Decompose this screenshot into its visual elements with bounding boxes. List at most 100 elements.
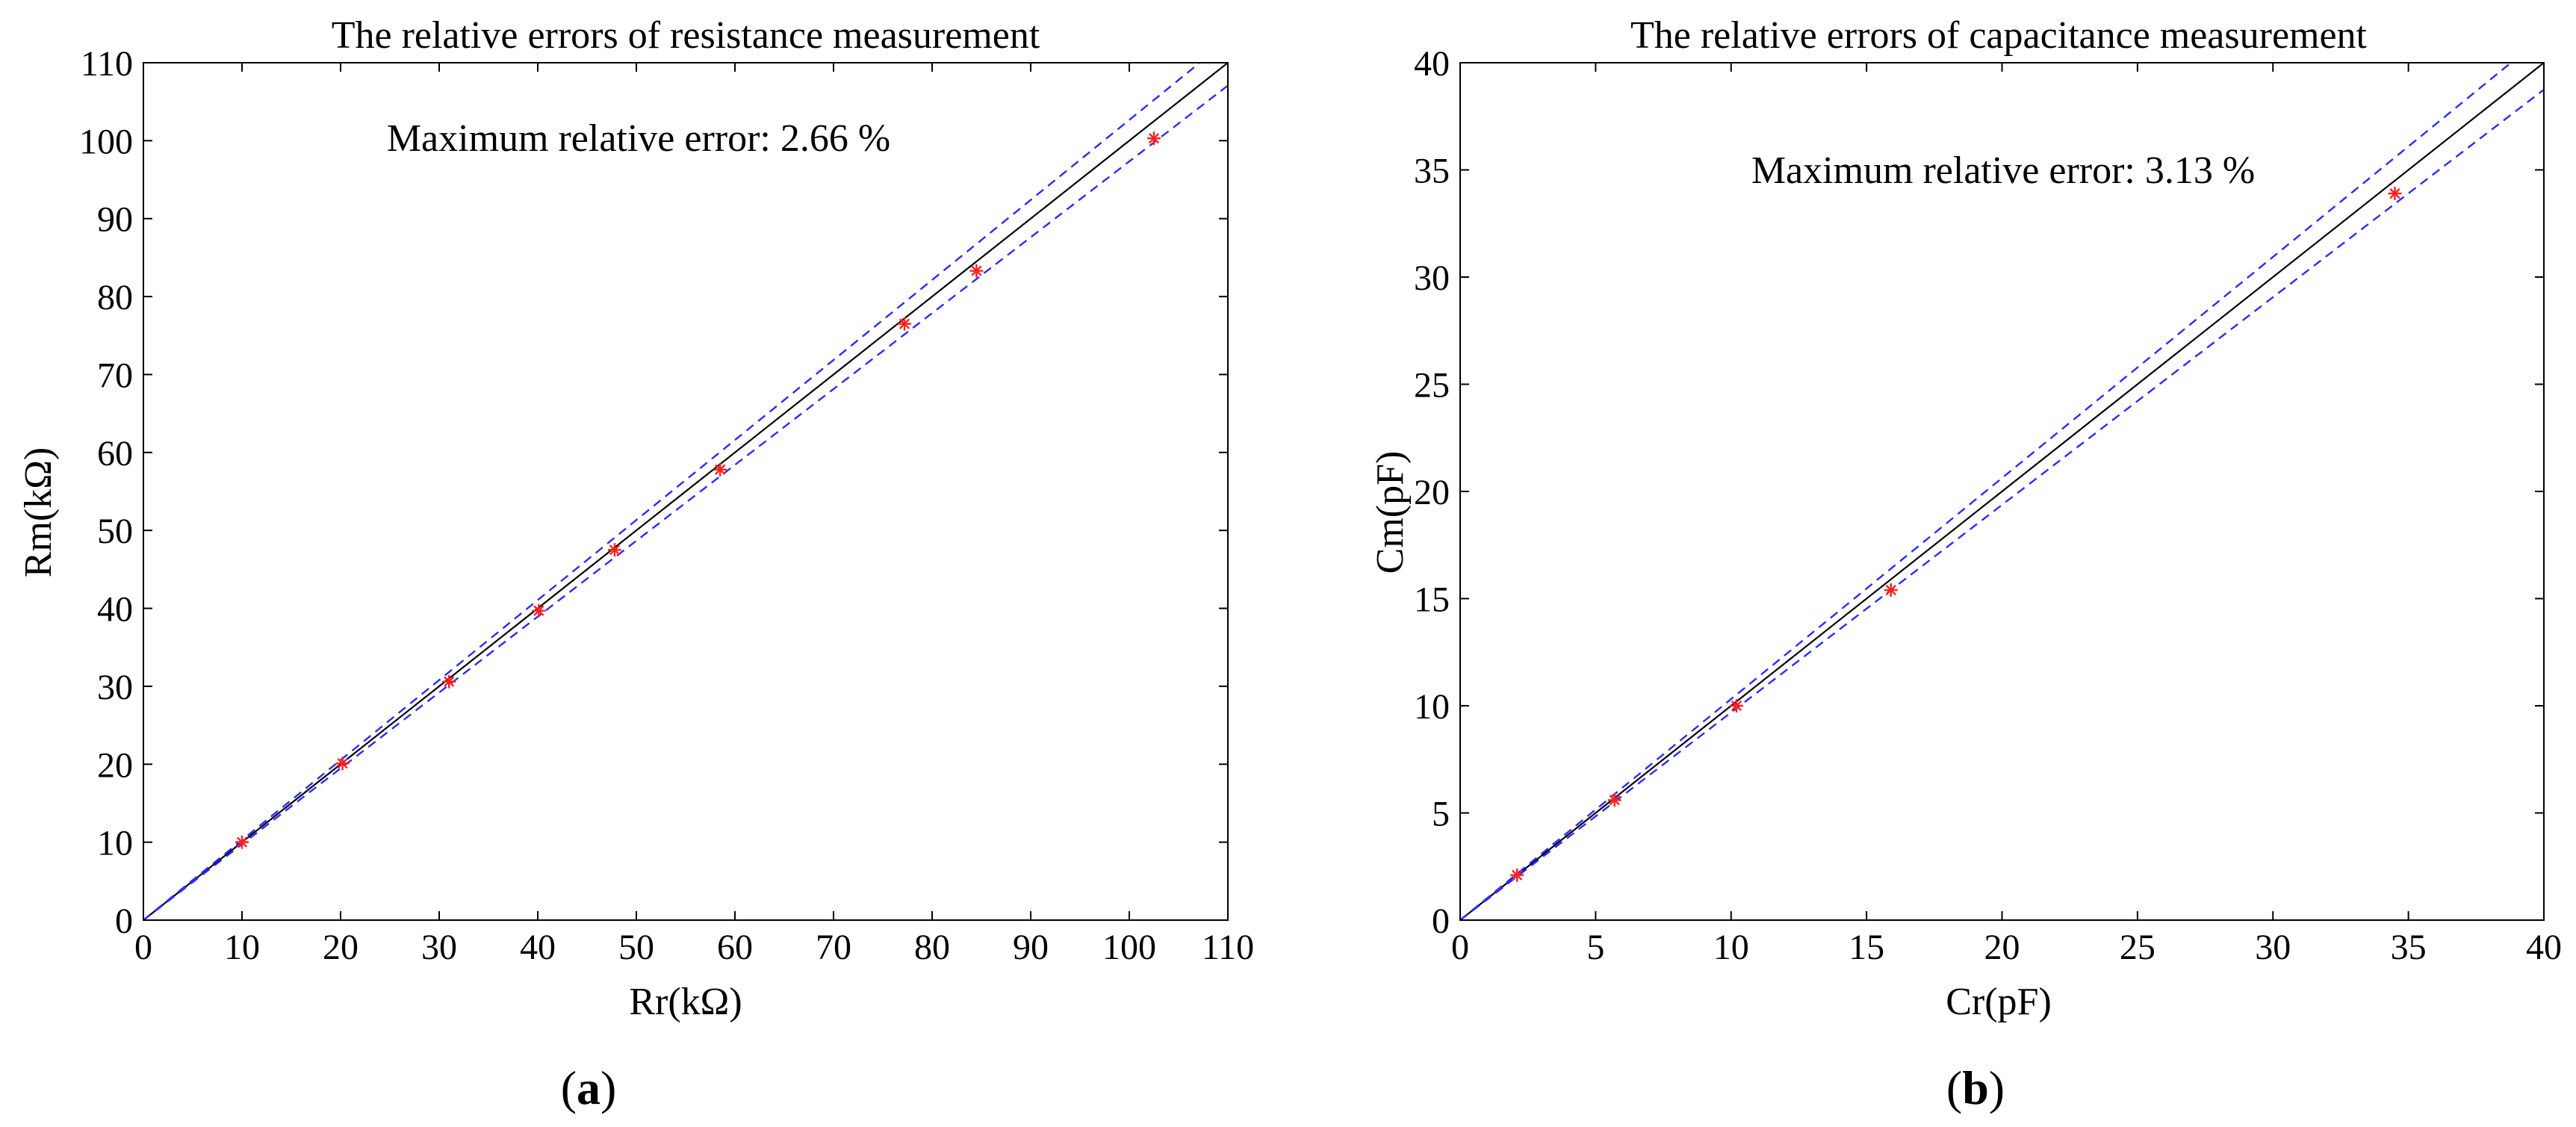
x-tick-label: 60 bbox=[717, 928, 753, 967]
x-tick-label: 30 bbox=[421, 928, 457, 967]
data-point bbox=[607, 543, 621, 557]
lower-error-bound-line bbox=[143, 84, 1228, 920]
data-point-stroke bbox=[444, 676, 455, 687]
data-point bbox=[969, 264, 984, 278]
x-tick-label: 10 bbox=[1713, 928, 1749, 967]
ideal-line bbox=[1460, 63, 2544, 920]
data-point-stroke bbox=[899, 318, 910, 329]
y-tick-label: 60 bbox=[97, 434, 133, 474]
caption-close: ) bbox=[600, 1061, 616, 1114]
x-tick-label: 20 bbox=[323, 928, 359, 967]
y-tick-label: 20 bbox=[1414, 473, 1450, 512]
axes-frame bbox=[143, 62, 1229, 921]
x-tick-label: 10 bbox=[224, 928, 260, 967]
x-tick-label: 90 bbox=[1013, 928, 1049, 967]
y-tick-label: 20 bbox=[97, 745, 133, 785]
x-tick-label: 0 bbox=[1451, 928, 1469, 967]
x-tick-label: 70 bbox=[816, 928, 851, 967]
y-tick-label: 40 bbox=[1414, 44, 1450, 84]
data-point-stroke bbox=[609, 544, 621, 556]
x-axis-label: Rr(kΩ) bbox=[629, 981, 742, 1023]
y-tick-label: 10 bbox=[97, 824, 133, 863]
x-tick-label: 110 bbox=[1202, 928, 1254, 967]
x-tick-label: 25 bbox=[2120, 928, 2156, 967]
y-axis-label: Rm(kΩ) bbox=[17, 447, 60, 577]
ideal-line bbox=[143, 63, 1228, 920]
y-tick-label: 30 bbox=[1414, 258, 1450, 298]
data-point-stroke bbox=[2389, 187, 2400, 199]
y-tick-label: 10 bbox=[1414, 687, 1450, 727]
data-point-stroke bbox=[1148, 133, 1160, 144]
y-tick-label: 100 bbox=[79, 122, 133, 161]
y-tick-label: 0 bbox=[115, 901, 133, 941]
measurement-markers bbox=[1510, 187, 2402, 882]
data-point bbox=[713, 462, 727, 476]
x-tick-label: 5 bbox=[1586, 928, 1604, 967]
y-tick-label: 15 bbox=[1414, 580, 1450, 620]
data-point bbox=[235, 835, 249, 849]
caption-letter: b bbox=[1962, 1061, 1989, 1114]
series-lines bbox=[143, 63, 1228, 920]
caption-close: ) bbox=[1989, 1061, 2005, 1114]
x-tick-label: 30 bbox=[2255, 928, 2291, 967]
y-tick-label: 110 bbox=[81, 44, 133, 84]
x-axis-label: Cr(pF) bbox=[1946, 981, 2052, 1023]
y-tick-label: 5 bbox=[1432, 795, 1450, 834]
data-point-stroke bbox=[1512, 869, 1523, 881]
panel-a-resistance: The relative errors of resistance measur… bbox=[17, 14, 1254, 1114]
x-tick-label: 15 bbox=[1849, 928, 1884, 967]
chart-title: The relative errors of resistance measur… bbox=[332, 14, 1040, 57]
data-point-stroke bbox=[971, 265, 982, 276]
data-point-stroke bbox=[1609, 795, 1620, 806]
panel-caption: (a) bbox=[561, 1061, 617, 1114]
measurement-markers bbox=[235, 131, 1161, 849]
upper-error-bound-line bbox=[1460, 63, 2513, 920]
data-point bbox=[1884, 583, 1898, 597]
panel-b-capacitance: The relative errors of capacitance measu… bbox=[1369, 14, 2562, 1114]
max-error-annotation: Maximum relative error: 2.66 % bbox=[387, 117, 890, 160]
data-point-stroke bbox=[337, 758, 348, 769]
data-point bbox=[898, 317, 912, 331]
y-tick-label: 40 bbox=[97, 590, 133, 630]
panel-caption: (b) bbox=[1946, 1061, 2005, 1114]
plot-area: 0 5 10 15 20 25 30 35 40 0 5 10 15 20 25 30 35 40 bbox=[1414, 44, 2562, 967]
upper-error-bound-line bbox=[143, 63, 1202, 920]
caption-open: ( bbox=[561, 1061, 577, 1114]
data-point bbox=[335, 757, 350, 771]
caption-open: ( bbox=[1946, 1061, 1962, 1114]
data-point-stroke bbox=[1731, 700, 1742, 712]
data-point-stroke bbox=[1885, 584, 1896, 596]
x-tick-label: 0 bbox=[134, 928, 152, 967]
x-tick-label: 50 bbox=[618, 928, 654, 967]
series-lines bbox=[1460, 63, 2544, 920]
y-tick-label: 50 bbox=[97, 512, 133, 551]
x-tick-label: 20 bbox=[1984, 928, 2020, 967]
max-error-annotation: Maximum relative error: 3.13 % bbox=[1751, 149, 2255, 192]
data-point bbox=[532, 603, 546, 618]
data-point bbox=[1607, 793, 1621, 807]
data-point-stroke bbox=[236, 836, 248, 848]
data-point bbox=[442, 674, 456, 689]
y-tick-label: 70 bbox=[97, 356, 133, 395]
data-point bbox=[2388, 187, 2402, 201]
data-point bbox=[1730, 699, 1744, 712]
chart-title: The relative errors of capacitance measu… bbox=[1630, 14, 2368, 57]
y-tick-label: 80 bbox=[97, 278, 133, 317]
x-tick-label: 40 bbox=[520, 928, 556, 967]
data-point-stroke bbox=[715, 464, 726, 475]
caption-letter: a bbox=[577, 1061, 600, 1114]
data-point-stroke bbox=[533, 605, 544, 616]
x-tick-label: 40 bbox=[2526, 928, 2562, 967]
y-tick-label: 35 bbox=[1414, 152, 1450, 191]
plot-area: 0 10 20 30 40 50 60 70 80 90 100 110 0 10 20 30 40 50 60 70… bbox=[79, 44, 1254, 967]
y-tick-label: 90 bbox=[97, 200, 133, 240]
y-axis-label: Cm(pF) bbox=[1369, 451, 1412, 574]
y-tick-label: 25 bbox=[1414, 366, 1450, 406]
data-point bbox=[1510, 868, 1524, 882]
x-tick-label: 35 bbox=[2391, 928, 2427, 967]
x-tick-label: 100 bbox=[1102, 928, 1156, 967]
y-tick-label: 0 bbox=[1432, 901, 1450, 941]
x-tick-label: 80 bbox=[914, 928, 950, 967]
data-point bbox=[1147, 131, 1161, 146]
